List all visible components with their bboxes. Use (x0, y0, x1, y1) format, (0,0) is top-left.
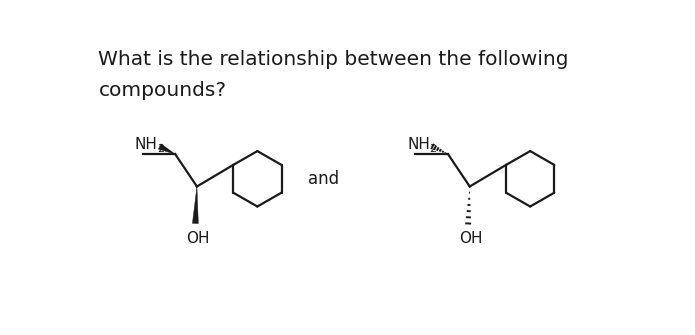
Text: and: and (308, 170, 339, 188)
Text: What is the relationship between the following: What is the relationship between the fol… (99, 50, 569, 69)
Text: 2: 2 (156, 144, 164, 154)
Text: OH: OH (186, 231, 210, 246)
Polygon shape (193, 187, 198, 223)
Text: 2: 2 (430, 144, 436, 154)
Text: NH: NH (408, 137, 431, 152)
Polygon shape (158, 144, 175, 154)
Text: NH: NH (135, 137, 158, 152)
Text: compounds?: compounds? (99, 81, 227, 100)
Text: OH: OH (459, 231, 482, 246)
